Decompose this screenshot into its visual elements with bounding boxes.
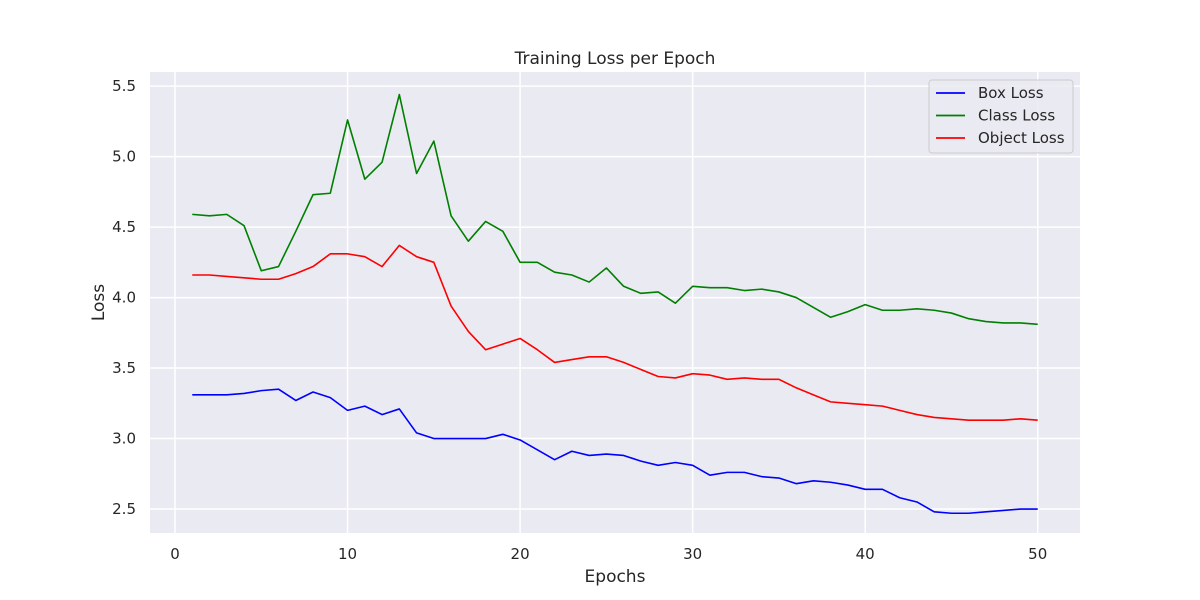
y-tick-label: 3.5 [112, 359, 136, 377]
x-tick-label: 10 [338, 545, 357, 563]
y-tick-label: 4.0 [112, 289, 136, 307]
y-tick-label: 5.5 [112, 77, 136, 95]
series-layer [192, 93, 1038, 515]
legend-box [928, 79, 1074, 154]
series-line-box-loss [192, 388, 1038, 515]
y-tick-label: 3.0 [112, 430, 136, 448]
y-tick-label: 2.5 [112, 500, 136, 518]
y-tick-label: 5.0 [112, 148, 136, 166]
y-tick-label: 4.5 [112, 218, 136, 236]
x-tick-label: 30 [683, 545, 702, 563]
y-axis-label: Loss [89, 284, 109, 321]
x-tick-label: 0 [170, 545, 180, 563]
legend: Box Loss Class Loss Object Loss [928, 79, 1074, 154]
x-axis-label: Epochs [585, 567, 646, 587]
legend-label-box-loss: Box Loss [978, 84, 1044, 102]
x-tick-label: 20 [511, 545, 530, 563]
legend-label-object-loss: Object Loss [978, 129, 1065, 147]
x-tick-label: 40 [856, 545, 875, 563]
x-axis-ticks: 0 10 20 30 40 50 [170, 545, 1047, 563]
y-axis-ticks: 2.5 3.0 3.5 4.0 4.5 5.0 5.5 [112, 77, 136, 518]
x-tick-label: 50 [1028, 545, 1047, 563]
chart-title: Training Loss per Epoch [514, 49, 716, 69]
legend-label-class-loss: Class Loss [978, 107, 1055, 125]
series-line-class-loss [192, 93, 1038, 326]
series-line-object-loss [192, 244, 1038, 422]
plot-area [150, 72, 1080, 533]
